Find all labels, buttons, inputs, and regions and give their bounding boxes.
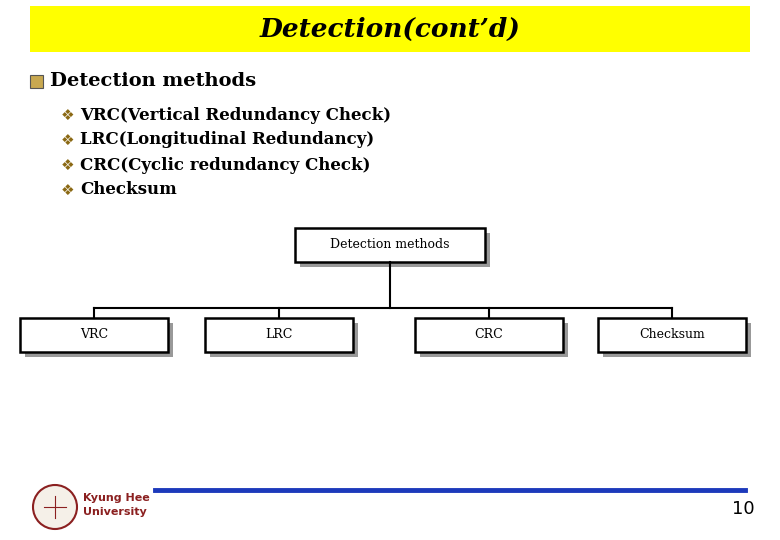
Bar	[20, 318, 168, 352]
Bar	[30, 6, 750, 52]
Text: VRC: VRC	[80, 328, 108, 341]
Text: Checksum: Checksum	[80, 181, 177, 199]
Text: 10: 10	[732, 500, 755, 518]
Bar	[603, 323, 751, 357]
Text: University: University	[83, 507, 147, 517]
Text: ❖: ❖	[61, 183, 75, 198]
Bar	[205, 318, 353, 352]
Text: VRC(Vertical Redundancy Check): VRC(Vertical Redundancy Check)	[80, 106, 391, 124]
Text: Detection methods: Detection methods	[50, 72, 256, 90]
Bar	[415, 318, 563, 352]
Text: Kyung Hee: Kyung Hee	[83, 493, 150, 503]
Text: Checksum: Checksum	[639, 328, 705, 341]
Text: CRC: CRC	[474, 328, 503, 341]
Text: ❖: ❖	[61, 107, 75, 123]
Circle shape	[33, 485, 77, 529]
Text: ❖: ❖	[61, 158, 75, 172]
Text: LRC: LRC	[265, 328, 292, 341]
Bar	[300, 233, 490, 267]
Bar	[295, 228, 485, 262]
Bar	[598, 318, 746, 352]
Text: CRC(Cyclic redundancy Check): CRC(Cyclic redundancy Check)	[80, 157, 370, 173]
Text: Detection methods: Detection methods	[330, 239, 450, 252]
Bar	[420, 323, 568, 357]
Bar	[25, 323, 173, 357]
Text: Detection(cont’d): Detection(cont’d)	[260, 17, 520, 42]
Bar	[210, 323, 358, 357]
Text: LRC(Longitudinal Redundancy): LRC(Longitudinal Redundancy)	[80, 132, 374, 148]
Bar	[30, 75, 43, 88]
Text: ❖: ❖	[61, 132, 75, 147]
